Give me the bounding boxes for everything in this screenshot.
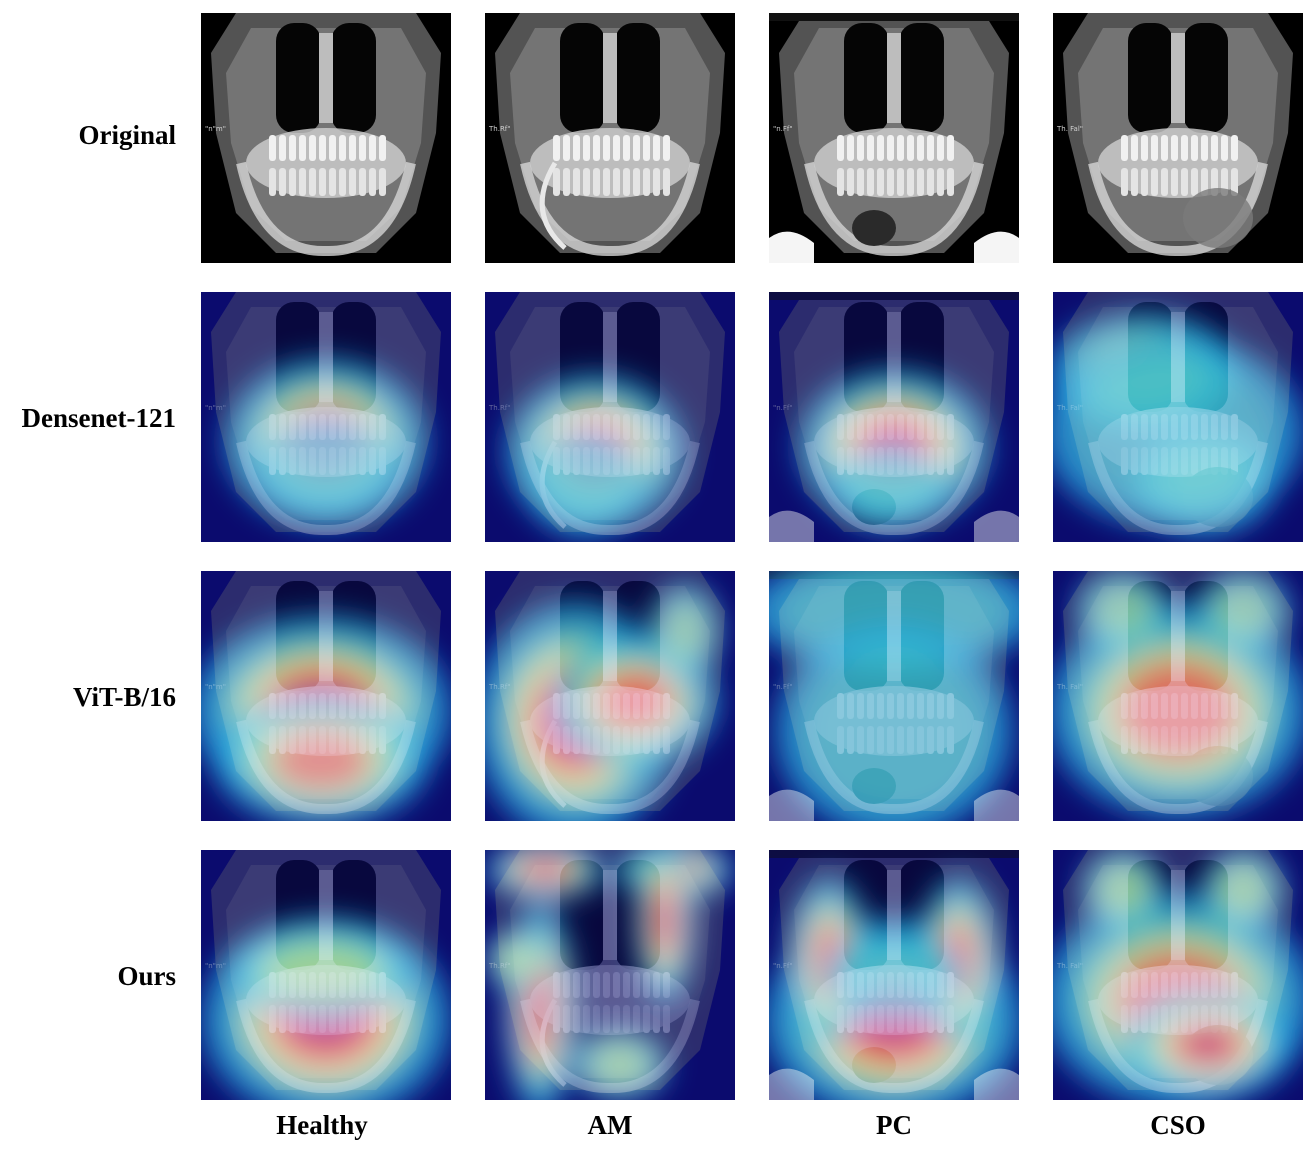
panel-ours-am: Th.Rf": [485, 850, 735, 1100]
scan-annotation-text: "n.Ff": [773, 404, 793, 412]
cbct-scan: Th.Rf": [488, 13, 725, 257]
scan-annotation-text: "n.Ff": [773, 125, 793, 133]
scan-annotation-text: "n.Ff": [773, 683, 793, 691]
panel-original-pc: "n.Ff": [769, 13, 1019, 263]
panel-vit-b16-pc: "n.Ff": [769, 571, 1019, 821]
scan-annotation-text: "n"m": [205, 125, 226, 133]
panel-ours-pc: "n.Ff": [769, 850, 1019, 1100]
panel-densenet-121-cso: Th. Fal": [1053, 292, 1303, 542]
scan-annotation-text: "n"m": [205, 404, 226, 412]
panel-ours-healthy: "n"m": [201, 850, 451, 1100]
heatmap-overlay: [1053, 312, 1303, 536]
scan-annotation-text: Th. Fal": [1056, 125, 1083, 133]
panel-original-am: Th.Rf": [485, 13, 735, 263]
heatmap-overlay: [1053, 850, 1303, 1100]
heatmap-overlay: [201, 918, 451, 1100]
cbct-scan: "n"m": [205, 13, 441, 257]
panel-vit-b16-am: Th.Rf": [485, 571, 735, 821]
panel-ours-cso: Th. Fal": [1053, 850, 1303, 1100]
cbct-scan: "n.Ff": [769, 13, 1019, 263]
row-label-original: Original: [78, 120, 176, 150]
heatmap-overlay: [798, 369, 990, 529]
row-label-vit-b16: ViT-B/16: [72, 682, 176, 712]
scan-annotation-text: "n"m": [205, 962, 226, 970]
heatmap-overlay: [201, 615, 451, 821]
panel-densenet-121-am: Th.Rf": [485, 292, 735, 542]
panel-vit-b16-healthy: "n"m": [201, 571, 451, 821]
column-label-healthy: Healthy: [276, 1110, 368, 1140]
panel-densenet-121-healthy: "n"m": [201, 292, 451, 542]
panel-original-healthy: "n"m": [201, 13, 451, 263]
heatmap-overlay: [769, 876, 1019, 1100]
panel-original-cso: Th. Fal": [1053, 13, 1303, 263]
row-label-densenet-121: Densenet-121: [21, 403, 176, 433]
row-label-ours: Ours: [117, 961, 176, 991]
heatmap-overlay: [505, 374, 685, 536]
heatmap-overlay: [1053, 571, 1303, 819]
column-label-pc: PC: [876, 1110, 912, 1140]
heatmap-overlay: [485, 583, 721, 821]
heatmap-overlay: [769, 571, 1019, 821]
heatmap-overlay: [485, 850, 735, 1100]
cbct-scan: Th. Fal": [1056, 13, 1293, 257]
heatmap-overlay: [224, 358, 428, 526]
column-label-cso: CSO: [1150, 1110, 1206, 1140]
panel-vit-b16-cso: Th. Fal": [1053, 571, 1303, 821]
scan-annotation-text: Th.Rf": [488, 125, 511, 133]
scan-annotation-text: Th.Rf": [488, 404, 511, 412]
column-label-am: AM: [587, 1110, 633, 1140]
panel-densenet-121-pc: "n.Ff": [769, 292, 1019, 542]
